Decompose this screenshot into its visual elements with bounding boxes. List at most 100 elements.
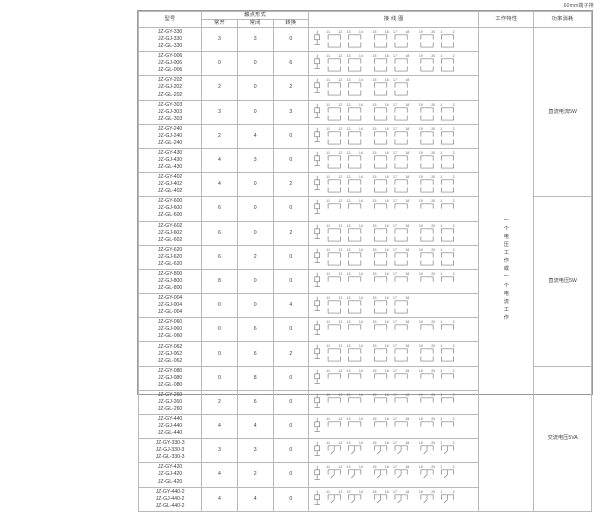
cell-contact-nc: 2 <box>236 244 274 270</box>
svg-text:15: 15 <box>373 320 377 324</box>
svg-text:19: 19 <box>419 223 423 227</box>
cell-contact-no: 0 <box>201 341 238 367</box>
svg-text:13: 13 <box>347 248 351 252</box>
page-root: 60mm端子排 型号 触点形式 接 线 图 工作特性 功率消耗 常开 常闭 转换 <box>137 3 594 512</box>
svg-text:1: 1 <box>441 30 443 34</box>
svg-text:12: 12 <box>339 78 343 82</box>
svg-text:17: 17 <box>393 272 397 276</box>
svg-text:13: 13 <box>347 441 351 445</box>
model-variant: JZ-GY-303 <box>157 101 183 108</box>
svg-text:13: 13 <box>347 369 351 373</box>
svg-text:20: 20 <box>431 393 435 397</box>
wiring-diagram: 11 12 13 14 15 16 17 18 19 20 1 2 <box>309 149 478 172</box>
svg-text:20: 20 <box>431 272 435 276</box>
svg-text:18: 18 <box>405 199 409 203</box>
svg-text:11: 11 <box>326 369 330 373</box>
svg-text:15: 15 <box>373 54 377 58</box>
svg-text:17: 17 <box>393 199 397 203</box>
table-row: JZ-GY-004 JZ-GJ-004 JZ-GL-004 0 0 4 11 12 13 14 15… <box>137 293 592 319</box>
svg-text:2: 2 <box>453 54 455 58</box>
svg-text:13: 13 <box>347 103 351 107</box>
svg-text:12: 12 <box>339 320 343 324</box>
svg-text:19: 19 <box>419 103 423 107</box>
svg-text:20: 20 <box>431 151 435 155</box>
cell-contact-nc: 3 <box>236 27 274 53</box>
wiring-diagram: 11 12 13 14 15 16 17 18 19 20 1 2 <box>309 415 478 438</box>
table-row: JZ-GY-202 JZ-GJ-202 JZ-GL-202 2 0 2 11 12 13 14 15… <box>137 75 592 101</box>
svg-text:20: 20 <box>431 54 435 58</box>
svg-text:2: 2 <box>453 127 455 131</box>
cell-model: JZ-GY-420 JZ-GJ-420 JZ-GL-420 <box>137 462 203 488</box>
svg-text:20: 20 <box>431 223 435 227</box>
svg-text:14: 14 <box>359 151 363 155</box>
model-variant: JZ-GL-430 <box>157 164 183 171</box>
svg-text:1: 1 <box>441 393 443 397</box>
svg-text:20: 20 <box>431 369 435 373</box>
cell-wiring-diagram: 11 12 13 14 15 16 17 18 19 20 1 2 <box>308 414 480 440</box>
svg-text:18: 18 <box>405 296 409 300</box>
cell-model: JZ-GY-402 JZ-GJ-402 JZ-GL-402 <box>137 172 203 198</box>
svg-text:15: 15 <box>373 344 377 348</box>
svg-text:15: 15 <box>373 248 377 252</box>
cell-contact-no: 3 <box>201 27 238 53</box>
model-variant: JZ-GJ-420 <box>158 471 183 478</box>
cell-contact-co: 0 <box>272 317 310 343</box>
wiring-diagram: 11 12 13 14 15 16 17 18 19 20 1 2 <box>309 222 478 245</box>
cell-wiring-diagram: 11 12 13 14 15 16 17 18 19 20 1 2 <box>308 196 480 222</box>
svg-text:16: 16 <box>385 490 389 494</box>
svg-text:20: 20 <box>431 344 435 348</box>
svg-text:12: 12 <box>339 344 343 348</box>
svg-text:19: 19 <box>419 465 423 469</box>
svg-text:19: 19 <box>419 127 423 131</box>
model-variant: JZ-GJ-240 <box>158 132 183 139</box>
cell-contact-co: 0 <box>272 244 310 270</box>
model-variant: JZ-GY-062 <box>157 343 183 350</box>
svg-text:19: 19 <box>419 199 423 203</box>
cell-contact-no: 0 <box>201 365 238 391</box>
col-header-contact-form: 触点形式 <box>201 10 310 21</box>
cell-contact-co: 0 <box>272 196 310 222</box>
model-variant: JZ-GL-330 <box>157 43 183 50</box>
svg-text:13: 13 <box>347 127 351 131</box>
cell-wiring-diagram: 11 12 13 14 15 16 17 18 19 20 1 2 <box>308 389 480 416</box>
svg-text:12: 12 <box>339 103 343 107</box>
svg-text:18: 18 <box>405 127 409 131</box>
svg-text:12: 12 <box>339 30 343 34</box>
model-variant: JZ-GL-080 <box>157 381 183 388</box>
wiring-diagram: 11 12 13 14 15 16 17 18 19 20 1 2 <box>309 197 478 220</box>
table-row: JZ-GY-330 JZ-GJ-330 JZ-GL-330 3 3 0 11 12 13 14 15… <box>137 27 592 512</box>
svg-text:19: 19 <box>419 175 423 179</box>
svg-text:11: 11 <box>326 490 330 494</box>
svg-text:12: 12 <box>339 54 343 58</box>
svg-text:11: 11 <box>326 103 330 107</box>
svg-text:13: 13 <box>347 296 351 300</box>
cell-contact-nc: 0 <box>236 196 274 222</box>
svg-text:14: 14 <box>359 54 363 58</box>
cell-contact-no: 3 <box>201 438 238 464</box>
cell-contact-nc: 0 <box>236 220 274 246</box>
svg-text:11: 11 <box>326 78 330 82</box>
cell-contact-co: 2 <box>272 172 310 198</box>
svg-text:18: 18 <box>405 54 409 58</box>
svg-text:12: 12 <box>339 441 343 445</box>
col-header-nc: 常闭 <box>236 19 274 29</box>
svg-text:16: 16 <box>385 272 389 276</box>
svg-text:2: 2 <box>453 199 455 203</box>
col-header-diagram: 接 线 图 <box>308 10 480 29</box>
svg-text:20: 20 <box>431 320 435 324</box>
model-variant: JZ-GY-602 <box>157 222 183 229</box>
model-variant: JZ-GY-440 <box>157 416 183 423</box>
model-variant: JZ-GY-430 <box>157 150 183 157</box>
cell-model: JZ-GY-602 JZ-GJ-602 JZ-GL-602 <box>137 220 203 246</box>
svg-text:15: 15 <box>373 103 377 107</box>
cell-power-ac-voltage: 交流电压5VA <box>533 365 592 512</box>
svg-text:2: 2 <box>453 369 455 373</box>
svg-text:11: 11 <box>326 151 330 155</box>
svg-text:12: 12 <box>339 248 343 252</box>
cell-wiring-diagram: 11 12 13 14 15 16 17 18 19 20 1 2 <box>308 438 480 464</box>
cell-contact-no: 0 <box>201 51 238 77</box>
cell-model: JZ-GY-240 JZ-GJ-240 JZ-GL-240 <box>137 123 203 149</box>
svg-text:18: 18 <box>405 30 409 34</box>
svg-text:17: 17 <box>393 175 397 179</box>
model-variant: JZ-GJ-080 <box>158 374 183 381</box>
